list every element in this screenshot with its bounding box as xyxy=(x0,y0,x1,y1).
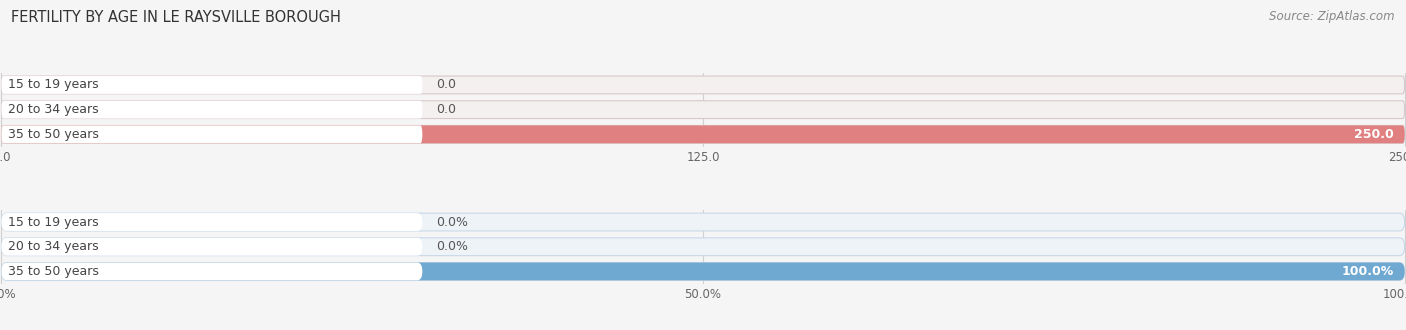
Text: 0.0: 0.0 xyxy=(436,79,457,91)
FancyBboxPatch shape xyxy=(1,263,422,280)
Text: 35 to 50 years: 35 to 50 years xyxy=(8,128,100,141)
Text: 15 to 19 years: 15 to 19 years xyxy=(8,215,98,229)
FancyBboxPatch shape xyxy=(1,263,1405,280)
FancyBboxPatch shape xyxy=(1,213,1405,231)
Text: 20 to 34 years: 20 to 34 years xyxy=(8,240,98,253)
FancyBboxPatch shape xyxy=(1,263,1405,280)
Text: 35 to 50 years: 35 to 50 years xyxy=(8,265,100,278)
Text: 20 to 34 years: 20 to 34 years xyxy=(8,103,98,116)
FancyBboxPatch shape xyxy=(1,238,1405,256)
Text: FERTILITY BY AGE IN LE RAYSVILLE BOROUGH: FERTILITY BY AGE IN LE RAYSVILLE BOROUGH xyxy=(11,10,342,25)
FancyBboxPatch shape xyxy=(1,101,1405,118)
FancyBboxPatch shape xyxy=(1,213,422,231)
Text: 250.0: 250.0 xyxy=(1354,128,1393,141)
Text: Source: ZipAtlas.com: Source: ZipAtlas.com xyxy=(1270,10,1395,23)
FancyBboxPatch shape xyxy=(1,238,422,256)
Text: 0.0%: 0.0% xyxy=(436,215,468,229)
Text: 0.0: 0.0 xyxy=(436,103,457,116)
Text: 100.0%: 100.0% xyxy=(1341,265,1393,278)
FancyBboxPatch shape xyxy=(1,125,422,143)
FancyBboxPatch shape xyxy=(1,125,1405,143)
FancyBboxPatch shape xyxy=(1,125,1405,143)
FancyBboxPatch shape xyxy=(1,101,422,118)
FancyBboxPatch shape xyxy=(1,76,422,94)
Text: 0.0%: 0.0% xyxy=(436,240,468,253)
FancyBboxPatch shape xyxy=(1,76,1405,94)
Text: 15 to 19 years: 15 to 19 years xyxy=(8,79,98,91)
